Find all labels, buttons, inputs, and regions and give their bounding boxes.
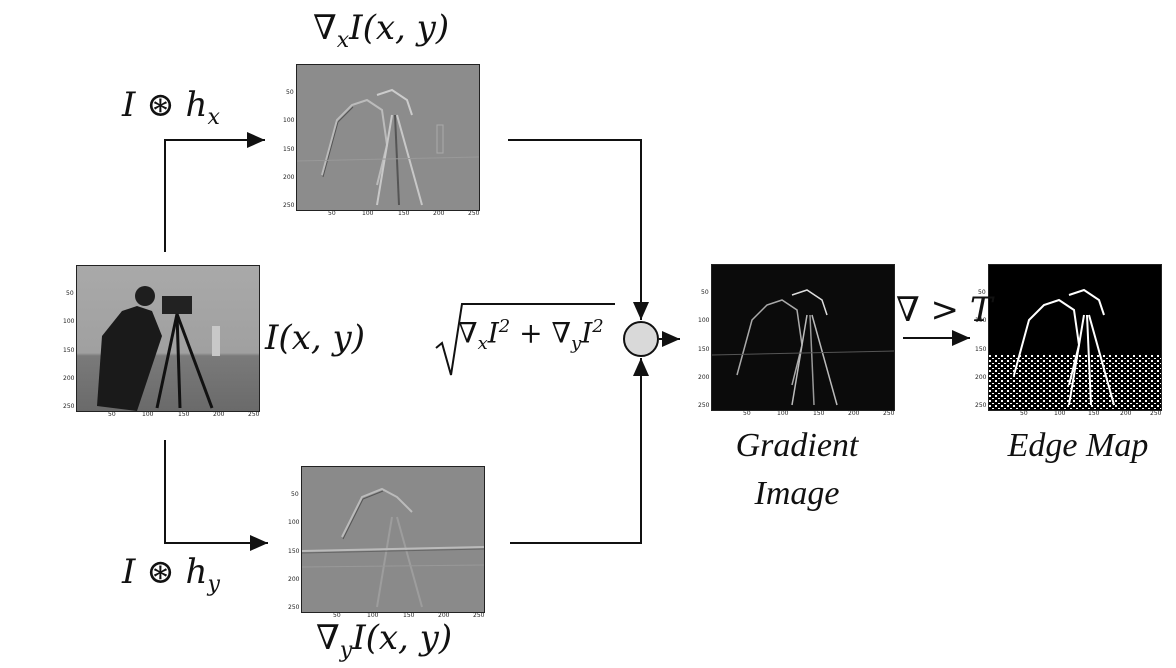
input-label: I(x, y): [265, 318, 365, 358]
conv-y-label: I ⊛ hy: [122, 552, 220, 597]
input-image: 50 100 150 200 250 50 100 150 200 250: [62, 263, 262, 421]
gradient-image-caption: Gradient Image: [735, 427, 859, 512]
grad-y-label: ∇yI(x, y): [316, 618, 453, 663]
edge-map-caption: Edge Map: [1007, 427, 1149, 464]
arrow-input-to-gx: [164, 132, 265, 252]
grad-x-label: ∇xI(x, y): [313, 8, 450, 53]
arrow-gy-to-node: [510, 358, 649, 544]
conv-x-label: I ⊛ hx: [122, 85, 220, 130]
edge-map-content: [989, 288, 1161, 410]
gradient-y-image: 50 100 150 200 250 50 100 150 200 250: [287, 464, 487, 622]
gradient-image-content: [712, 289, 894, 406]
gradient-y-content: [302, 487, 484, 608]
threshold-label: ∇ > T: [896, 290, 993, 330]
gradient-x-content: [297, 88, 479, 206]
edge-map-image: 50 100 150 200 250 50 100 150 200 250: [974, 262, 1174, 420]
gradient-image: 50 100 150 200 250 50 100 150 200 250: [697, 262, 897, 420]
magnitude-formula: ∇xI2 + ∇yI2: [458, 316, 604, 354]
arrow-gx-to-node: [508, 139, 649, 320]
sqrt-radical: [435, 303, 615, 376]
input-photo-content: [97, 286, 220, 411]
gradient-x-image: 50 100 150 200 250 50 100 150 200 250: [282, 62, 482, 220]
magnitude-node: [623, 321, 659, 357]
arrow-input-to-gy: [164, 440, 268, 551]
